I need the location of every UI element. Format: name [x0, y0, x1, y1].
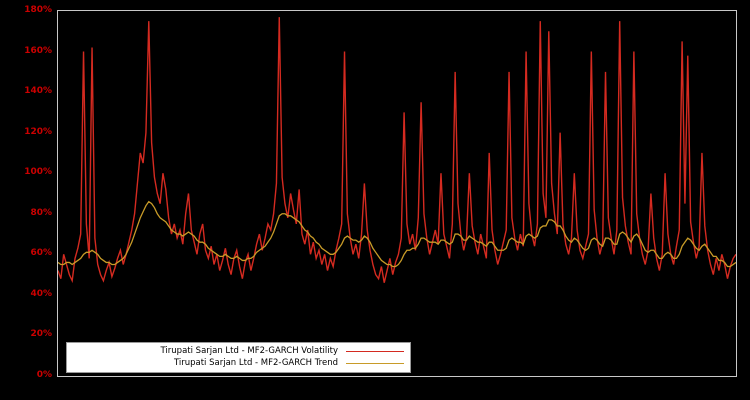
legend-label-volatility: Tirupati Sarjan Ltd - MF2-GARCH Volatili… — [160, 346, 339, 356]
series-line-trend — [58, 200, 736, 268]
legend-entry-volatility: Tirupati Sarjan Ltd - MF2-GARCH Volatili… — [73, 345, 404, 357]
trend-line-icon — [346, 362, 404, 364]
volatility-line-icon — [346, 350, 404, 352]
y-tick-label: 0% — [36, 370, 52, 380]
series-line-volatility — [58, 17, 736, 284]
legend: Tirupati Sarjan Ltd - MF2-GARCH Volatili… — [66, 342, 411, 373]
y-tick-label: 140% — [24, 86, 52, 97]
y-tick-label: 180% — [24, 5, 52, 15]
y-axis: 0% 20% 40% 60% 80% 100% 120% 140% 160% 180% — [0, 5, 52, 380]
y-tick-label: 100% — [24, 167, 52, 178]
y-tick-label: 120% — [24, 126, 52, 137]
legend-entry-trend: Tirupati Sarjan Ltd - MF2-GARCH Trend — [73, 357, 404, 369]
y-tick-label: 40% — [30, 288, 52, 299]
legend-label-trend: Tirupati Sarjan Ltd - MF2-GARCH Trend — [173, 358, 338, 368]
y-tick-label: 20% — [30, 329, 52, 340]
chart-svg — [58, 17, 736, 284]
y-tick-label: 60% — [30, 248, 52, 259]
plot-area: Tirupati Sarjan Ltd - MF2-GARCH Volatili… — [57, 10, 737, 377]
y-tick-label: 160% — [24, 45, 52, 56]
y-tick-label: 80% — [30, 207, 52, 218]
